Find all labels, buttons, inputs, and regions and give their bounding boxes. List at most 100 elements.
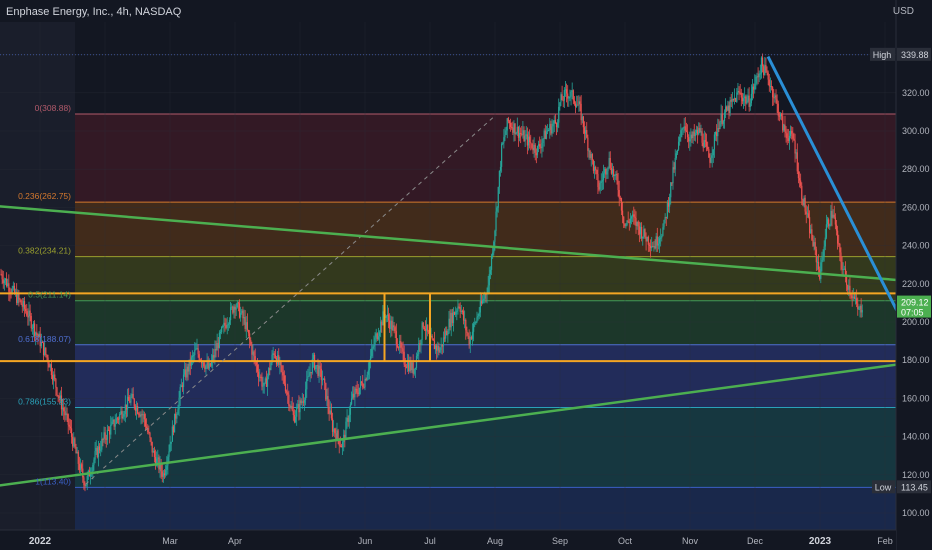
candle-body bbox=[693, 131, 695, 137]
price-tick-label: 160.00 bbox=[902, 393, 930, 403]
candle-body bbox=[763, 66, 765, 75]
high-price-bg bbox=[897, 47, 931, 61]
candle-body bbox=[366, 374, 368, 381]
candle-body bbox=[290, 405, 292, 407]
candle-body bbox=[692, 131, 694, 139]
candle-body bbox=[543, 130, 545, 140]
candle-body bbox=[244, 317, 246, 329]
candle-body bbox=[25, 308, 27, 312]
candle-body bbox=[654, 246, 656, 249]
candle-body bbox=[755, 76, 757, 84]
descending-trendline[interactable] bbox=[0, 204, 932, 285]
candle-body bbox=[278, 355, 280, 365]
time-tick-label: 2023 bbox=[809, 536, 832, 547]
candle-body bbox=[860, 305, 862, 313]
candle-body bbox=[341, 442, 344, 448]
candle-body bbox=[77, 451, 79, 464]
candle-body bbox=[830, 210, 832, 226]
candle-body bbox=[469, 337, 471, 346]
candle-body bbox=[569, 96, 571, 98]
ascending-trendline[interactable] bbox=[0, 358, 932, 490]
candle-body bbox=[348, 414, 350, 422]
candle-body bbox=[8, 283, 10, 292]
candle-body bbox=[570, 91, 572, 97]
candle-body bbox=[530, 142, 532, 144]
candle-body bbox=[718, 128, 720, 130]
candle-body bbox=[789, 130, 792, 136]
candle-body bbox=[103, 432, 105, 440]
candle-body bbox=[534, 144, 536, 153]
candle-body bbox=[165, 469, 167, 476]
candle-body bbox=[641, 226, 643, 239]
candle-body bbox=[680, 130, 682, 138]
candle-body bbox=[524, 135, 526, 142]
candle-body bbox=[487, 285, 489, 294]
candle-body bbox=[854, 298, 857, 300]
candle-body bbox=[834, 217, 836, 225]
candle-body bbox=[498, 170, 500, 188]
candle-body bbox=[497, 187, 499, 208]
candle-body bbox=[711, 155, 713, 158]
candle-body bbox=[98, 446, 101, 451]
candle-body bbox=[229, 307, 232, 321]
candle-body bbox=[798, 178, 801, 181]
candle-body bbox=[688, 137, 690, 142]
candle-body bbox=[46, 354, 48, 358]
candle-body bbox=[106, 429, 108, 440]
candle-body bbox=[740, 92, 742, 98]
candle-body bbox=[685, 130, 688, 132]
time-axis[interactable]: 2022 Mar Apr Jun Jul Aug Sep Oct Nov Dec 2023 Feb bbox=[0, 529, 896, 550]
candle-body bbox=[691, 134, 693, 139]
fib-level-label: 0.5(211.14) bbox=[28, 290, 71, 300]
candle-body bbox=[140, 414, 142, 417]
candle-body bbox=[561, 94, 563, 101]
candle-body bbox=[838, 243, 840, 245]
last-price-tag bbox=[897, 295, 931, 318]
candle-body bbox=[48, 363, 50, 368]
candle-body bbox=[608, 157, 610, 167]
candle-body bbox=[857, 303, 859, 310]
candle-body bbox=[76, 451, 78, 454]
high-label: High bbox=[873, 50, 892, 60]
candle-body bbox=[60, 395, 63, 410]
candle-body bbox=[150, 437, 152, 442]
candle-body bbox=[353, 393, 355, 398]
candle-body bbox=[858, 308, 860, 310]
candle-body bbox=[320, 368, 322, 380]
candle-body bbox=[586, 130, 588, 138]
candle-series bbox=[0, 53, 863, 492]
candle-body bbox=[702, 142, 704, 148]
candle-body bbox=[196, 348, 198, 350]
candle-body bbox=[117, 418, 120, 420]
candle-body bbox=[266, 376, 269, 387]
candle-body bbox=[501, 143, 503, 167]
candle-body bbox=[392, 325, 394, 331]
candle-body bbox=[758, 73, 760, 78]
candle-body bbox=[637, 221, 639, 227]
candle-body bbox=[859, 305, 861, 309]
candle-body bbox=[811, 229, 813, 240]
fib-retracement[interactable] bbox=[0, 22, 896, 530]
low-label-bg bbox=[872, 480, 895, 494]
candle-body bbox=[401, 347, 403, 349]
candle-body bbox=[453, 312, 456, 315]
candle-body bbox=[277, 355, 279, 365]
candle-body bbox=[1, 274, 3, 280]
candle-body bbox=[49, 364, 51, 368]
candle-body bbox=[288, 394, 290, 406]
candle-body bbox=[460, 310, 462, 312]
candle-body bbox=[826, 219, 829, 225]
candle-body bbox=[610, 168, 612, 174]
candle-body bbox=[212, 355, 214, 361]
candle-body bbox=[841, 262, 843, 270]
candle-body bbox=[461, 310, 464, 312]
candle-body bbox=[518, 133, 521, 138]
candle-body bbox=[209, 363, 212, 366]
candle-body bbox=[617, 180, 619, 191]
candle-body bbox=[92, 464, 94, 473]
dashed-projection-line[interactable] bbox=[85, 115, 496, 485]
candle-body bbox=[238, 303, 241, 318]
candle-body bbox=[424, 329, 427, 331]
